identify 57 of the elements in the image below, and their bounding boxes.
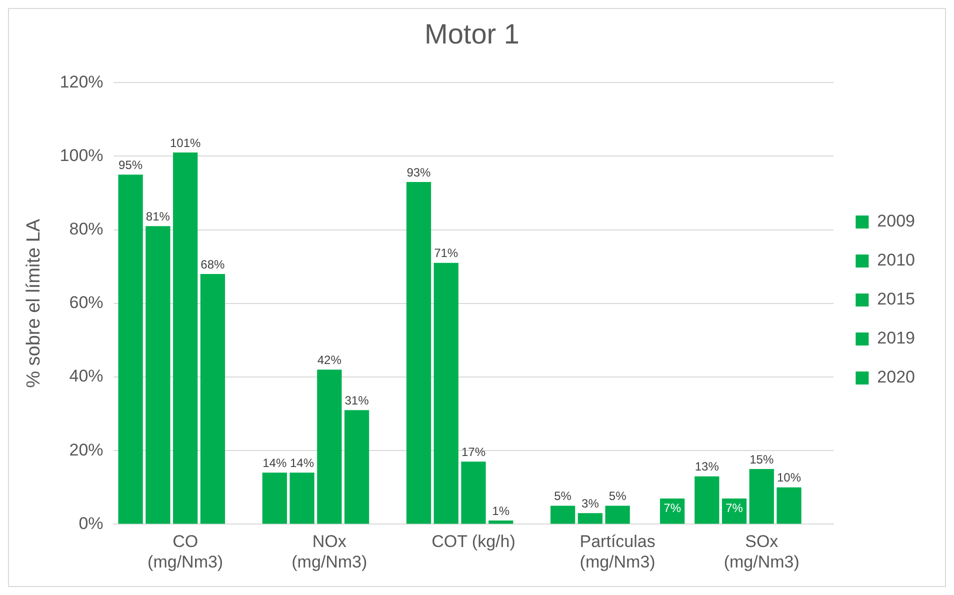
x-tick-label: SOx (mg/Nm3) (724, 532, 800, 572)
data-label: 14% (290, 456, 314, 470)
y-tick-label: 20% (69, 440, 104, 460)
legend-label: 2015 (877, 290, 916, 309)
data-label: 15% (750, 452, 774, 466)
y-axis-title: % sobre el límite LA (24, 218, 45, 388)
legend-label: 2020 (877, 368, 916, 387)
data-label: 10% (777, 470, 802, 485)
data-label: 3% (582, 496, 600, 510)
data-label: 101% (170, 136, 201, 150)
bar (406, 182, 432, 524)
bar (550, 506, 576, 524)
bar (146, 226, 170, 524)
bar (488, 520, 514, 524)
data-label: 95% (118, 158, 143, 172)
bar (344, 410, 370, 524)
y-tick-label: 60% (69, 293, 104, 312)
bar (262, 472, 287, 524)
legend-label: 2019 (877, 328, 916, 348)
data-label: 14% (262, 456, 287, 470)
bar (694, 476, 720, 524)
bar (118, 174, 143, 524)
x-tick-label: COT (kg/h) (432, 532, 516, 552)
y-tick-label: 80% (69, 219, 104, 238)
bar (749, 469, 774, 524)
data-label: 5% (608, 489, 627, 504)
data-label: 81% (146, 209, 170, 224)
x-tick-label: Partículas (mg/Nm3) (580, 532, 656, 572)
data-label: 17% (461, 444, 486, 459)
bar (290, 472, 314, 524)
x-tick-label: CO (mg/Nm3) (148, 532, 224, 572)
data-label: 1% (492, 504, 510, 518)
y-tick-label: 0% (78, 514, 104, 533)
data-label: 93% (406, 165, 432, 180)
bar (578, 513, 603, 524)
y-tick-label: 100% (60, 146, 104, 165)
data-label: 68% (200, 257, 226, 272)
data-label: 42% (317, 352, 342, 367)
bar (461, 462, 486, 524)
bar (173, 152, 198, 524)
x-tick-label: NOx (mg/Nm3) (292, 532, 368, 572)
bar (605, 506, 630, 524)
bar (434, 262, 458, 524)
data-label: 13% (694, 460, 720, 474)
bar (317, 370, 342, 524)
legend-label: 2009 (877, 212, 916, 231)
y-tick-label: 120% (60, 72, 104, 92)
bar (776, 487, 802, 524)
y-tick-label: 40% (69, 366, 104, 386)
chart-title: Motor 1 (424, 18, 520, 50)
data-label: 7% (726, 500, 744, 515)
bar (200, 274, 226, 524)
legend-label: 2010 (877, 250, 916, 270)
data-label: 31% (344, 393, 370, 408)
data-label: 5% (554, 489, 572, 504)
data-label: 7% (664, 500, 682, 515)
data-label: 71% (434, 246, 458, 260)
